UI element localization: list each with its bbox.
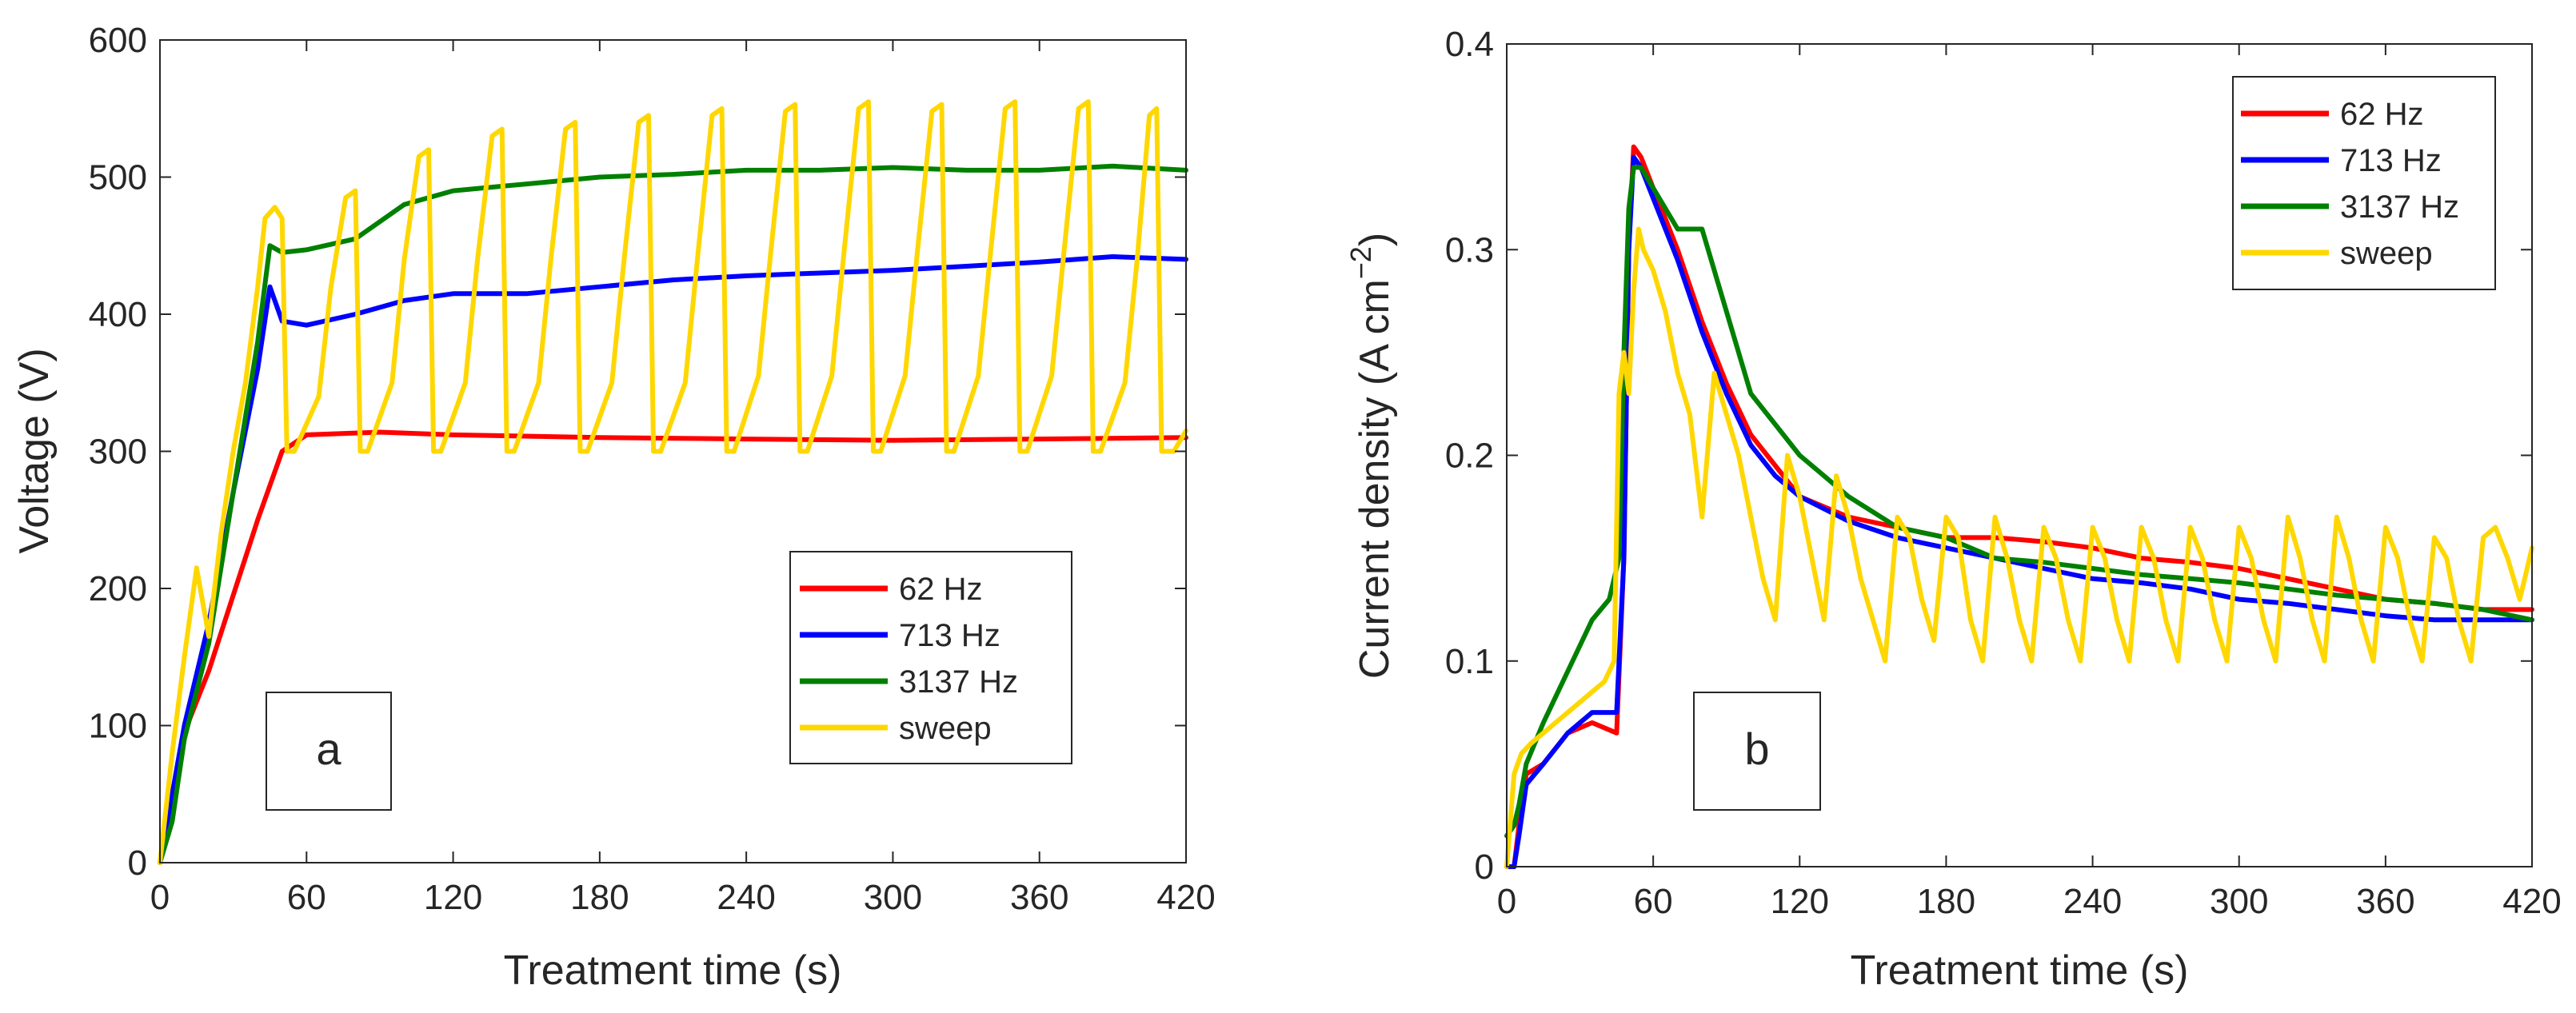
panel-a-ytick-label-4: 400 — [89, 295, 147, 334]
panel-a-series — [158, 99, 1188, 865]
panel-b-ylabel-main: Current density (A cm — [1352, 279, 1398, 679]
panel-b-xlabel: Treatment time (s) — [1851, 947, 2189, 994]
panel-b-xtick-label-1: 60 — [1634, 882, 1673, 921]
panel-b-ylabel-sup: −2 — [1344, 246, 1377, 279]
panel-a-xlabel: Treatment time (s) — [504, 947, 842, 994]
panel-b-legend-label-3: sweep — [2340, 236, 2433, 271]
panel-b-legend-label-2: 3137 Hz — [2340, 189, 2459, 225]
panel-b-ytick-label-1: 0.1 — [1445, 642, 1494, 681]
panel-b-ylabel-end: ) — [1352, 233, 1398, 246]
panel-b-series-line-3 — [1504, 226, 2534, 869]
panel-b-legend: 62 Hz 713 Hz 3137 Hz sweep — [2232, 76, 2496, 290]
panel-b-ytick-label-4: 0.4 — [1445, 25, 1494, 64]
panel-b-ticks: 0 60 120 180 240 300 360 420 0 0.1 0.2 0.3 0.4 — [1445, 25, 2562, 921]
panel-a-ytick-label-3: 300 — [89, 433, 147, 472]
panel-a-legend-label-3: sweep — [899, 711, 992, 746]
panel-b-series-line-0 — [1504, 144, 2534, 869]
panel-b-label-frame — [1693, 692, 1821, 811]
panel-b-xtick-label-5: 300 — [2210, 882, 2268, 921]
panel-b-ytick-label-3: 0.3 — [1445, 230, 1494, 269]
panel-b-ytick-label-0: 0 — [1475, 847, 1494, 887]
panel-b-legend-items: 62 Hz 713 Hz 3137 Hz sweep — [2241, 97, 2459, 271]
panel-b-series-line-1 — [1504, 154, 2534, 869]
panel-a: 0 60 120 180 240 300 360 420 0 100 200 300 400 500 600… — [11, 21, 1216, 994]
panel-b-ylabel: Current density (A cm−2) — [1344, 233, 1398, 679]
panel-a-xtick-label-0: 0 — [150, 878, 170, 917]
panel-b-ytick-label-2: 0.2 — [1445, 437, 1494, 476]
panel-b-label: b — [1744, 724, 1769, 774]
panel-a-label: a — [316, 724, 341, 774]
panel-b-xtick-label-0: 0 — [1497, 882, 1516, 921]
panel-a-legend-items: 62 Hz 713 Hz 3137 Hz sweep — [800, 572, 1018, 746]
panel-a-xtick-label-2: 120 — [424, 878, 482, 917]
panel-b-legend-label-0: 62 Hz — [2340, 97, 2424, 132]
panel-a-label-frame — [266, 692, 392, 811]
panel-a-ytick-label-6: 600 — [89, 21, 147, 60]
panel-b-label-box: b — [1693, 692, 1821, 811]
panel-b-xtick-label-6: 360 — [2356, 882, 2414, 921]
panel-b-xtick-label-7: 420 — [2502, 882, 2561, 921]
panel-a-ytick-label-0: 0 — [128, 844, 147, 883]
panel-a-xtick-label-7: 420 — [1156, 878, 1215, 917]
panel-b-xtick-label-2: 120 — [1771, 882, 1829, 921]
panel-a-xtick-label-1: 60 — [287, 878, 326, 917]
panel-a-legend-label-0: 62 Hz — [899, 572, 983, 607]
panel-a-ticks: 0 60 120 180 240 300 360 420 0 100 200 300 400 500 600 — [89, 21, 1216, 917]
panel-a-ytick-label-2: 200 — [89, 569, 147, 608]
panel-a-xtick-label-4: 240 — [717, 878, 775, 917]
panel-a-legend-label-1: 713 Hz — [899, 618, 1000, 653]
panel-b-xtick-label-3: 180 — [1917, 882, 1975, 921]
panel-b-series — [1504, 144, 2534, 869]
panel-a-label-box: a — [266, 692, 392, 811]
panel-a-xtick-label-6: 360 — [1010, 878, 1068, 917]
panel-a-xtick-label-3: 180 — [570, 878, 629, 917]
panel-b-xtick-label-4: 240 — [2063, 882, 2122, 921]
panel-a-ytick-label-5: 500 — [89, 158, 147, 197]
panel-b: 0 60 120 180 240 300 360 420 0 0.1 0.2 0.3 0.4 Treat… — [1344, 25, 2562, 994]
panel-b-legend-label-1: 713 Hz — [2340, 143, 2442, 178]
panel-a-xtick-label-5: 300 — [864, 878, 922, 917]
panel-a-ytick-label-1: 100 — [89, 707, 147, 746]
panel-a-ylabel: Voltage (V) — [11, 348, 58, 553]
panel-a-series-line-3 — [158, 99, 1188, 865]
panel-a-legend-label-2: 3137 Hz — [899, 664, 1018, 700]
panel-a-legend: 62 Hz 713 Hz 3137 Hz sweep — [789, 551, 1072, 764]
